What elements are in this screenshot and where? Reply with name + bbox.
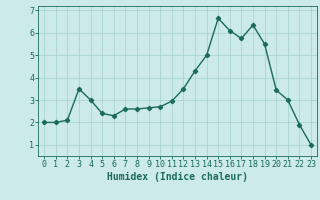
- X-axis label: Humidex (Indice chaleur): Humidex (Indice chaleur): [107, 172, 248, 182]
